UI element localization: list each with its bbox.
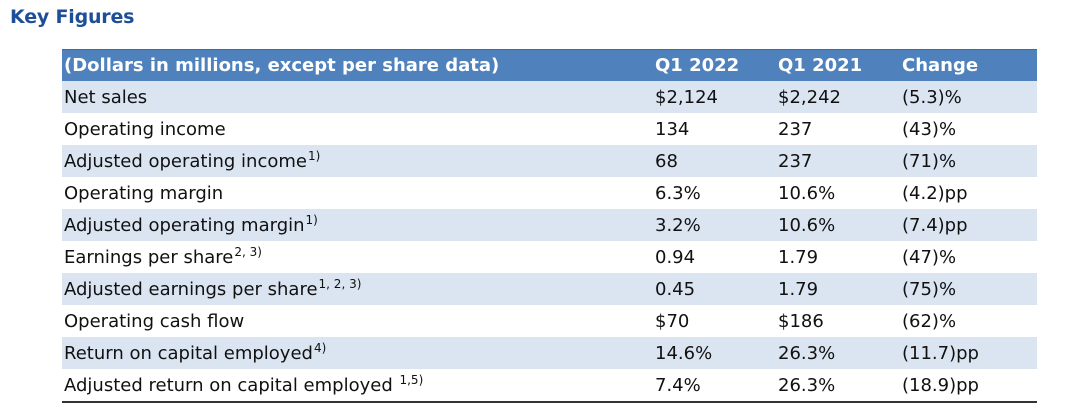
row-label: Operating income: [64, 118, 226, 140]
cell-change: (11.7)pp: [900, 337, 1037, 369]
row-label: Adjusted operating income: [64, 150, 307, 172]
cell-q1-2022: 0.94: [653, 241, 776, 273]
row-label-cell: Adjusted operating income1): [62, 145, 653, 177]
cell-change: (62)%: [900, 305, 1037, 337]
cell-q1-2021: $186: [776, 305, 900, 337]
cell-q1-2022: 7.4%: [653, 369, 776, 403]
row-label-cell: Operating margin: [62, 177, 653, 209]
row-label: Adjusted return on capital employed: [64, 374, 399, 396]
row-label-cell: Adjusted return on capital employed 1,5): [62, 369, 653, 403]
column-header-change: Change: [900, 49, 1037, 81]
page-title: Key Figures: [10, 6, 135, 28]
row-label-cell: Earnings per share2, 3): [62, 241, 653, 273]
row-label-cell: Net sales: [62, 81, 653, 113]
row-label-cell: Operating cash flow: [62, 305, 653, 337]
table-row: Earnings per share2, 3) 0.94 1.79 (47)%: [62, 241, 1037, 273]
cell-change: (4.2)pp: [900, 177, 1037, 209]
table-row: Adjusted return on capital employed 1,5)…: [62, 369, 1037, 403]
column-header-description: (Dollars in millions, except per share d…: [62, 49, 653, 81]
table-row: Adjusted earnings per share1, 2, 3) 0.45…: [62, 273, 1037, 305]
cell-q1-2022: $70: [653, 305, 776, 337]
footnote-ref: 1): [305, 212, 318, 227]
table-row: Adjusted operating income1) 68 237 (71)%: [62, 145, 1037, 177]
table-row: Net sales $2,124 $2,242 (5.3)%: [62, 81, 1037, 113]
column-header-q1-2021: Q1 2021: [776, 49, 900, 81]
cell-change: (18.9)pp: [900, 369, 1037, 403]
cell-q1-2022: 0.45: [653, 273, 776, 305]
table-row: Operating cash flow $70 $186 (62)%: [62, 305, 1037, 337]
cell-q1-2022: 68: [653, 145, 776, 177]
cell-q1-2021: $2,242: [776, 81, 900, 113]
cell-q1-2022: 14.6%: [653, 337, 776, 369]
cell-q1-2021: 237: [776, 145, 900, 177]
cell-q1-2021: 237: [776, 113, 900, 145]
cell-q1-2021: 1.79: [776, 273, 900, 305]
footnote-ref: 1,5): [399, 372, 424, 387]
cell-change: (7.4)pp: [900, 209, 1037, 241]
cell-q1-2022: 3.2%: [653, 209, 776, 241]
row-label: Net sales: [64, 86, 148, 108]
table-row: Operating margin 6.3% 10.6% (4.2)pp: [62, 177, 1037, 209]
cell-q1-2021: 1.79: [776, 241, 900, 273]
footnote-ref: 4): [313, 340, 327, 355]
row-label-cell: Return on capital employed4): [62, 337, 653, 369]
row-label: Adjusted operating margin: [64, 214, 305, 236]
table-header-row: (Dollars in millions, except per share d…: [62, 49, 1037, 81]
table-row: Operating income 134 237 (43)%: [62, 113, 1037, 145]
cell-q1-2021: 10.6%: [776, 209, 900, 241]
footnote-ref: 2, 3): [234, 244, 262, 259]
cell-change: (75)%: [900, 273, 1037, 305]
row-label-cell: Operating income: [62, 113, 653, 145]
key-figures-table: (Dollars in millions, except per share d…: [62, 49, 1037, 403]
table-row: Return on capital employed4) 14.6% 26.3%…: [62, 337, 1037, 369]
cell-change: (43)%: [900, 113, 1037, 145]
footnote-ref: 1, 2, 3): [318, 276, 362, 291]
cell-q1-2021: 26.3%: [776, 369, 900, 403]
footnote-ref: 1): [307, 148, 321, 163]
cell-change: (5.3)%: [900, 81, 1037, 113]
row-label: Operating cash flow: [64, 310, 245, 332]
cell-q1-2021: 26.3%: [776, 337, 900, 369]
row-label-cell: Adjusted earnings per share1, 2, 3): [62, 273, 653, 305]
cell-q1-2022: 6.3%: [653, 177, 776, 209]
cell-q1-2022: 134: [653, 113, 776, 145]
column-header-q1-2022: Q1 2022: [653, 49, 776, 81]
cell-change: (71)%: [900, 145, 1037, 177]
row-label: Operating margin: [64, 182, 224, 204]
table-row: Adjusted operating margin1) 3.2% 10.6% (…: [62, 209, 1037, 241]
row-label: Return on capital employed: [64, 342, 313, 364]
cell-q1-2021: 10.6%: [776, 177, 900, 209]
row-label-cell: Adjusted operating margin1): [62, 209, 653, 241]
cell-change: (47)%: [900, 241, 1037, 273]
row-label: Earnings per share: [64, 246, 234, 268]
row-label: Adjusted earnings per share: [64, 278, 318, 300]
cell-q1-2022: $2,124: [653, 81, 776, 113]
